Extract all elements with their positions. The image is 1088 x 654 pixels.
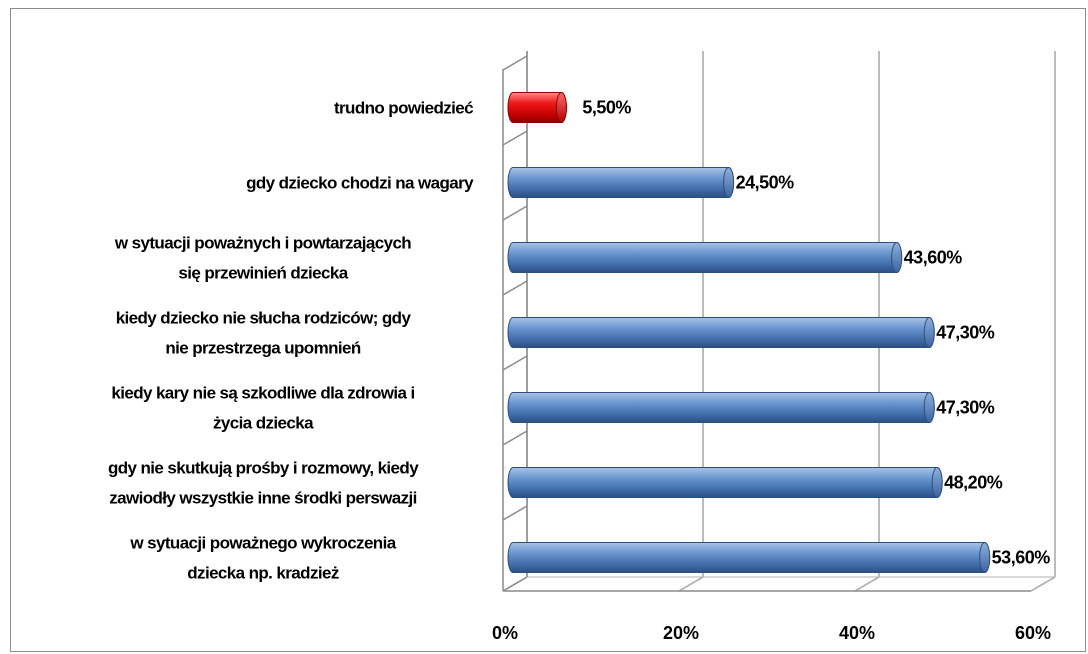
x-tick-labels: 0% 20% 40% 60% [492,623,1051,643]
bar-2 [507,242,903,273]
category-label-6: w sytuacji poważnego wykroczenia dziecka … [129,534,396,583]
bar-body-4 [507,392,935,423]
category-label-5: gdy nie skutkują prośby i rozmowy, kiedy… [108,459,419,508]
bar-body-5 [507,467,943,498]
chart-frame: trudno powiedzieć gdy dziecko chodzi na w… [10,8,1086,652]
y-tick-mark [502,130,528,146]
x-tick-label-0: 0% [492,623,518,643]
y-tick-mark [502,355,528,371]
category-label-3: kiedy dziecko nie słucha rodziców; gdy ni… [116,309,412,358]
bar-cap-6 [979,542,991,573]
x-tick-label-40: 40% [839,623,875,643]
category-label-5-line-0: gdy nie skutkują prośby i rozmowy, kiedy [108,459,419,478]
bar-5 [507,467,943,498]
value-labels: 5,50% 24,50% 43,60% 47,30% 47,30% 48,20% 53,60… [582,98,1050,568]
value-label-5: 48,20% [944,473,1003,493]
bar-3 [507,317,935,348]
value-label-4: 47,30% [936,398,995,418]
floor-gridline-60 [1030,576,1056,592]
bar-cap-2 [891,242,903,273]
value-label-2: 43,60% [904,248,963,268]
y-tick-mark [502,55,528,71]
category-label-5-line-1: zawiodły wszystkie inne środki perswazji [109,489,417,508]
category-label-1-line-0: gdy dziecko chodzi na wagary [246,174,474,193]
x-tick-label-20: 20% [663,623,699,643]
category-label-6-line-1: dziecka np. kradzież [187,564,339,583]
bar-1 [507,167,735,198]
value-label-6: 53,60% [992,548,1051,568]
y-tick-mark [502,430,528,446]
y-tick-mark [502,205,528,221]
category-label-2-line-0: w sytuacji poważnych i powtarzających [114,234,411,253]
category-label-3-line-0: kiedy dziecko nie słucha rodziców; gdy [116,309,412,328]
value-label-1: 24,50% [736,173,795,193]
bar-6 [507,542,991,573]
category-label-4-line-0: kiedy kary nie są szkodliwe dla zdrowia … [111,384,414,403]
bar-cap-1 [723,167,735,198]
value-label-0: 5,50% [582,98,631,118]
bar-chart: trudno powiedzieć gdy dziecko chodzi na w… [108,51,1056,643]
bar-4 [507,392,935,423]
bar-body-1 [507,167,735,198]
floor-gridline-40 [854,576,880,592]
bar-0 [507,92,567,123]
y-tick-mark [502,280,528,296]
bar-cap-3 [923,317,935,348]
category-label-4-line-1: życia dziecka [213,414,314,433]
category-label-0-line-0: trudno powiedzieć [334,99,473,118]
bar-cap-0 [555,92,567,123]
bar-body-6 [507,542,991,573]
category-labels: trudno powiedzieć gdy dziecko chodzi na w… [108,99,475,583]
value-label-3: 47,30% [936,323,995,343]
category-label-2-line-1: się przewinień dziecka [178,264,348,283]
bars [507,92,991,573]
y-tick-mark [502,576,528,592]
category-label-1: gdy dziecko chodzi na wagary [246,174,474,193]
category-label-4: kiedy kary nie są szkodliwe dla zdrowia … [111,384,414,433]
y-tick-mark [502,505,528,521]
floor-gridline-20 [678,576,704,592]
x-tick-label-60: 60% [1015,623,1051,643]
bar-body-2 [507,242,903,273]
category-label-0: trudno powiedzieć [334,99,473,118]
bar-body-3 [507,317,935,348]
category-label-3-line-1: nie przestrzega upomnień [165,339,361,358]
category-label-2: w sytuacji poważnych i powtarzających się… [114,234,411,283]
bar-cap-4 [923,392,935,423]
category-label-6-line-0: w sytuacji poważnego wykroczenia [129,534,396,553]
bar-cap-5 [931,467,943,498]
